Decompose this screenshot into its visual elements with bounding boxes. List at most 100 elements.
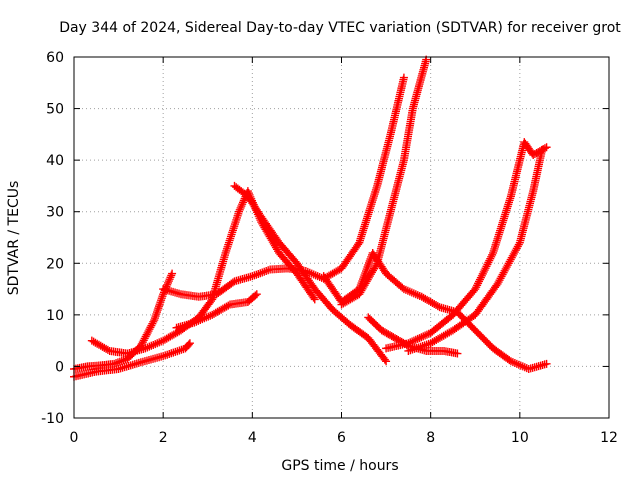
- data-point: [419, 332, 428, 341]
- data-point: [417, 333, 426, 342]
- data-point: [309, 293, 318, 302]
- data-point: [228, 278, 237, 287]
- data-point: [166, 273, 175, 282]
- data-point: [148, 319, 157, 328]
- series-track-11: [404, 145, 547, 355]
- data-point: [475, 275, 484, 284]
- grid-lines: [74, 57, 609, 418]
- y-tick-label: 60: [46, 50, 64, 66]
- x-tick-label: 0: [70, 430, 79, 446]
- data-point: [236, 203, 245, 212]
- x-tick-label: 12: [600, 430, 618, 446]
- data-point: [143, 328, 152, 337]
- x-tick-label: 8: [426, 430, 435, 446]
- y-axis-ticks: -10 0 10 20 30 40 50 60: [41, 50, 609, 427]
- data-point: [484, 258, 493, 267]
- data-point: [474, 279, 483, 288]
- data-point: [476, 273, 485, 282]
- data-point: [239, 198, 248, 207]
- data-point: [310, 295, 319, 304]
- data-point: [145, 325, 154, 334]
- series-track-4: [159, 73, 408, 301]
- data-point: [184, 340, 193, 349]
- data-point: [485, 256, 494, 265]
- data-point: [477, 271, 486, 280]
- data-point: [237, 202, 246, 211]
- data-point: [482, 262, 491, 271]
- data-point: [167, 271, 176, 280]
- data-point: [421, 331, 430, 340]
- data-point: [119, 356, 128, 365]
- data-point: [235, 205, 244, 214]
- x-axis-label: GPS time / hours: [281, 458, 398, 474]
- series-track-2: [70, 339, 194, 381]
- data-point: [139, 336, 148, 345]
- x-tick-label: 6: [337, 430, 346, 446]
- x-tick-label: 2: [159, 430, 168, 446]
- data-point: [514, 240, 523, 249]
- data-point: [488, 250, 497, 259]
- data-point: [453, 349, 462, 358]
- y-tick-label: 30: [46, 205, 64, 221]
- data-point: [354, 240, 363, 249]
- data-point: [538, 145, 547, 154]
- y-tick-label: 40: [46, 153, 64, 169]
- data-point: [486, 254, 495, 263]
- data-point: [372, 261, 381, 270]
- x-axis-ticks: 0 2 4 6 8 10 12: [70, 57, 618, 446]
- data-point: [251, 291, 260, 300]
- series-track-6: [230, 181, 391, 366]
- data-point: [404, 339, 413, 348]
- data-point: [185, 339, 194, 348]
- data-point: [422, 330, 431, 339]
- data-point: [542, 143, 551, 152]
- data-point: [144, 327, 153, 336]
- data-point: [479, 267, 488, 276]
- data-point: [234, 207, 243, 216]
- data-point: [146, 323, 155, 332]
- data-point: [140, 334, 149, 343]
- data-point: [380, 355, 389, 364]
- data-point: [411, 335, 420, 344]
- y-tick-label: 50: [46, 102, 64, 118]
- x-tick-label: 4: [248, 430, 257, 446]
- data-point: [239, 196, 248, 205]
- data-point: [433, 302, 442, 311]
- series-track-9: [337, 55, 431, 309]
- data-point: [142, 330, 151, 339]
- data-point: [168, 269, 177, 278]
- data-point: [149, 317, 158, 326]
- data-point: [409, 336, 418, 345]
- data-point: [382, 357, 391, 366]
- y-tick-label: 0: [55, 359, 64, 375]
- data-point: [480, 266, 489, 275]
- y-tick-label: 20: [46, 256, 64, 272]
- data-point: [147, 321, 156, 330]
- data-point: [103, 345, 112, 354]
- data-point: [164, 278, 173, 287]
- y-tick-label: 10: [46, 308, 64, 324]
- series-track-5: [172, 290, 261, 332]
- data-point: [408, 337, 417, 346]
- data-point: [542, 359, 551, 368]
- data-point: [413, 334, 422, 343]
- data-point: [406, 338, 415, 347]
- data-point: [164, 277, 173, 286]
- data-point: [472, 283, 481, 292]
- data-point: [252, 290, 261, 299]
- data-point: [117, 356, 126, 365]
- data-point: [481, 264, 490, 273]
- data-point: [487, 252, 496, 261]
- y-tick-label: -10: [41, 411, 64, 427]
- data-point: [478, 269, 487, 278]
- y-axis-label: SDTVAR / TECUs: [6, 181, 22, 296]
- data-point: [115, 357, 124, 366]
- x-tick-label: 10: [511, 430, 529, 446]
- data-point: [141, 332, 150, 341]
- data-point: [471, 285, 480, 294]
- data-markers: [70, 55, 551, 381]
- data-point: [483, 260, 492, 269]
- data-point: [224, 301, 233, 310]
- data-point: [415, 334, 424, 343]
